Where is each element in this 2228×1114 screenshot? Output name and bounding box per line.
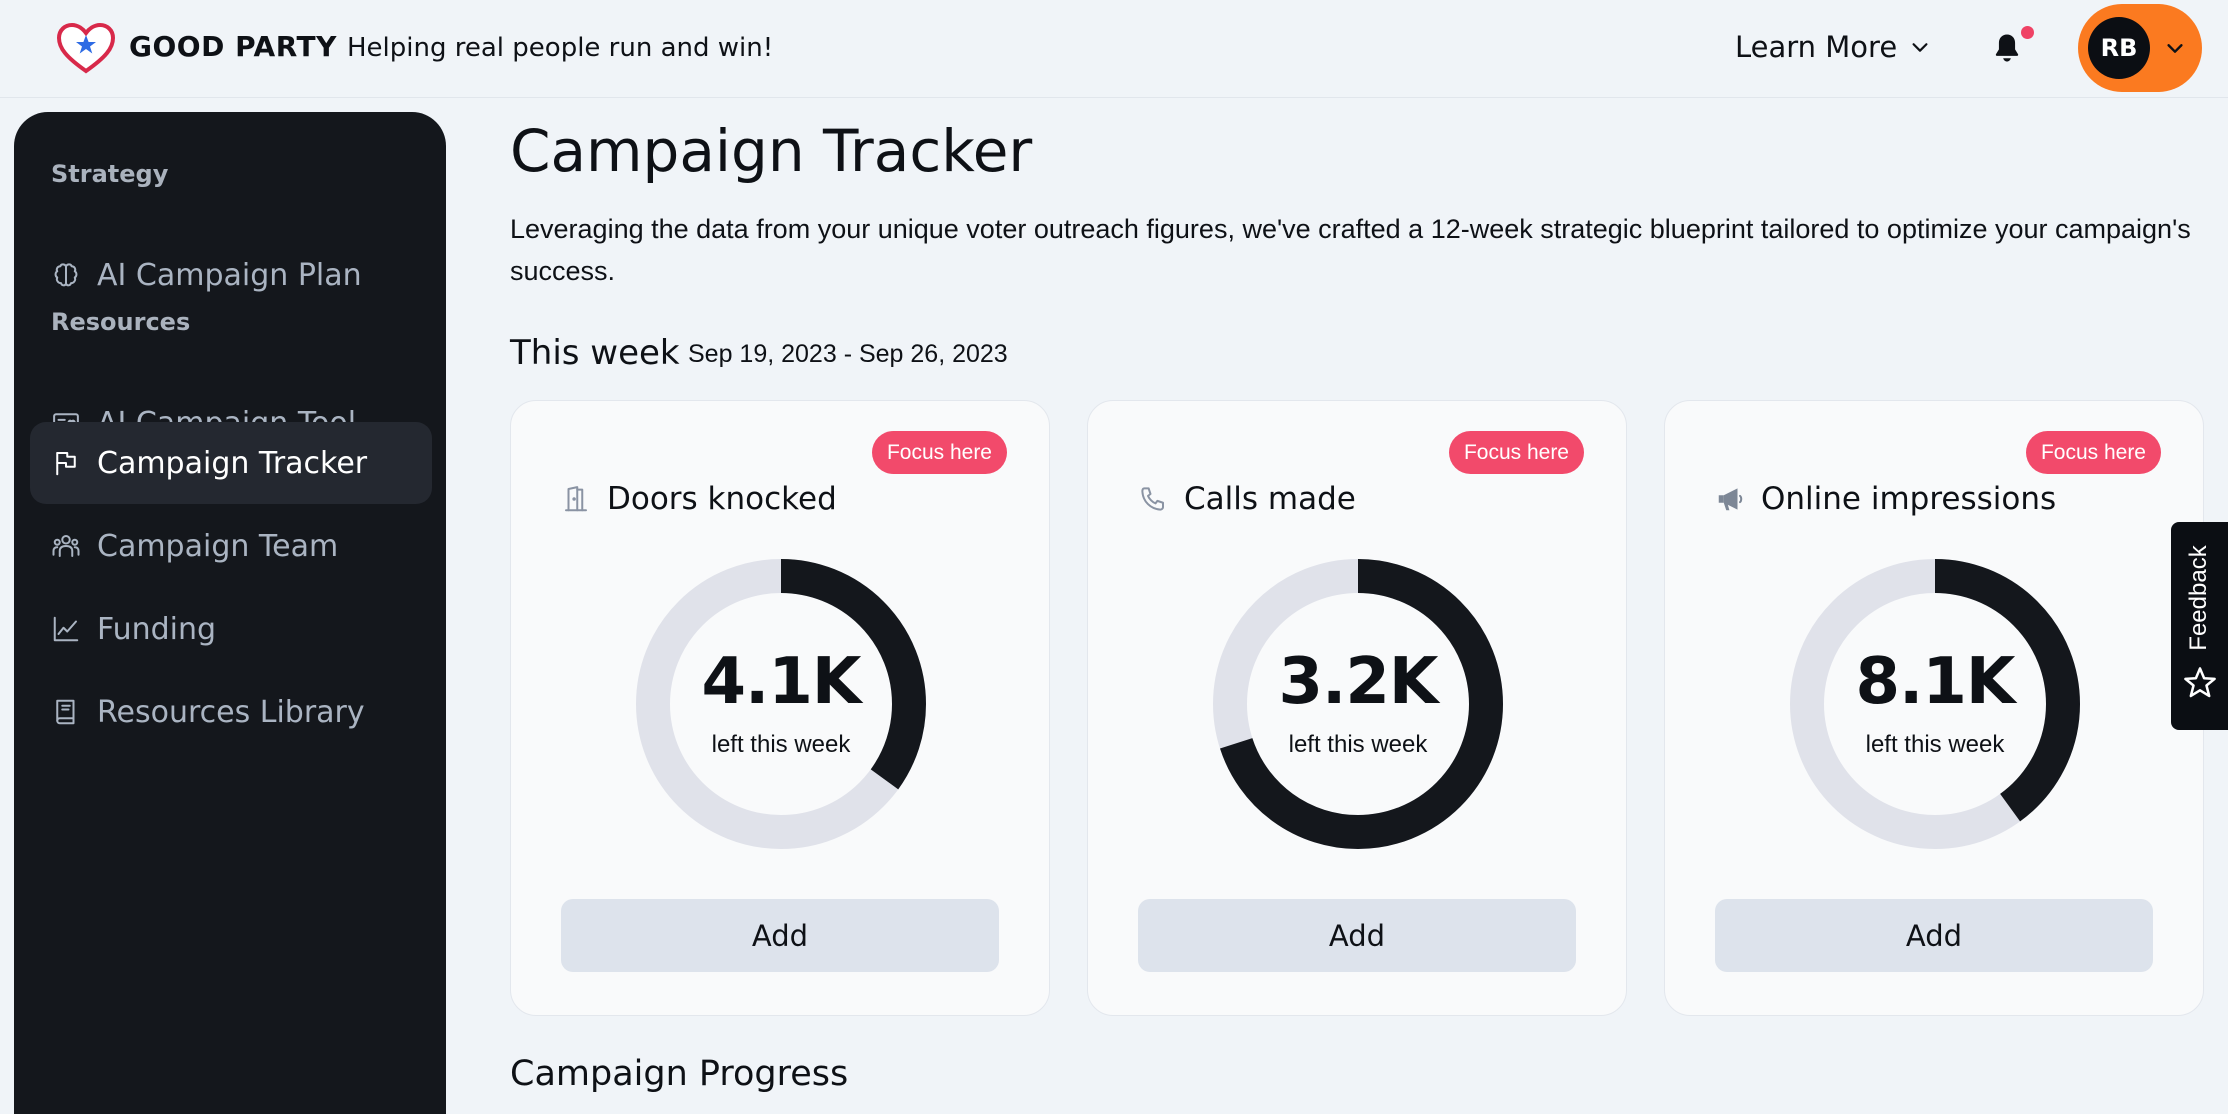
sidebar-item-ai-campaign-plan[interactable]: AI Campaign Plan — [30, 234, 432, 316]
calls-made-card: Focus here Calls made 3.2K left this wee… — [1087, 400, 1627, 1016]
avatar: RB — [2088, 17, 2150, 79]
megaphone-icon — [1718, 488, 1743, 511]
team-icon — [52, 535, 80, 557]
remaining-label: left this week — [1288, 731, 1428, 758]
sidebar-item-resources-library[interactable]: Resources Library — [30, 671, 432, 753]
card-header: Doors knocked — [561, 481, 837, 517]
remaining-value: 3.2K — [1278, 645, 1439, 719]
card-header: Calls made — [1138, 481, 1356, 517]
sidebar-item-label: AI Campaign Plan — [97, 257, 362, 293]
doors-knocked-card: Focus here Doors knocked 4.1K left this … — [510, 400, 1050, 1016]
progress-arc — [636, 559, 926, 849]
sidebar-item-funding[interactable]: Funding — [30, 588, 432, 670]
card-title: Online impressions — [1761, 481, 2057, 517]
chevron-down-icon — [2167, 44, 2183, 53]
feedback-label: Feedback — [2185, 545, 2212, 651]
tagline: Helping real people run and win! — [347, 33, 774, 63]
flag-icon — [56, 452, 76, 476]
sidebar-item-label: Campaign Team — [97, 528, 339, 564]
remaining-label: left this week — [1865, 731, 2005, 758]
user-menu-button[interactable]: RB — [2078, 4, 2202, 92]
add-button[interactable]: Add — [1138, 899, 1576, 972]
card-header: Online impressions — [1715, 481, 2056, 517]
progress-donut — [1213, 559, 1503, 849]
feedback-tab[interactable]: Feedback — [2171, 522, 2228, 730]
phone-icon — [1141, 487, 1164, 511]
book-icon — [56, 699, 75, 725]
notification-bell-icon[interactable] — [1990, 30, 2024, 66]
progress-donut — [636, 559, 926, 849]
remaining-value: 8.1K — [1855, 645, 2016, 719]
chart-line-icon — [53, 616, 79, 642]
progress-donut — [1790, 559, 2080, 849]
campaign-progress-heading: Campaign Progress — [510, 1054, 849, 1094]
remaining-label: left this week — [711, 731, 851, 758]
add-button[interactable]: Add — [1715, 899, 2153, 972]
progress-arc — [1790, 559, 2080, 849]
sidebar-section-strategy: Strategy — [51, 160, 169, 188]
sidebar-item-label: Campaign Tracker — [97, 445, 368, 481]
chevron-down-icon — [1912, 43, 1928, 52]
remaining-value: 4.1K — [701, 645, 862, 719]
learn-more-label: Learn More — [1735, 30, 1898, 64]
card-title: Calls made — [1184, 481, 1356, 517]
learn-more-menu[interactable]: Learn More — [1735, 30, 1931, 64]
notification-dot — [2021, 26, 2034, 39]
week-title: This week — [510, 333, 680, 373]
progress-arc — [1213, 559, 1503, 849]
online-impressions-card: Focus here Online impressions 8.1K left … — [1664, 400, 2204, 1016]
sidebar-item-label: Funding — [97, 611, 217, 647]
good-party-logo[interactable] — [56, 22, 116, 74]
focus-badge: Focus here — [2025, 431, 2161, 474]
card-title: Doors knocked — [607, 481, 837, 517]
sidebar-item-campaign-team[interactable]: Campaign Team — [30, 505, 432, 587]
focus-badge: Focus here — [871, 431, 1007, 474]
sidebar-item-label: Resources Library — [97, 694, 365, 730]
page-title: Campaign Tracker — [510, 117, 1033, 185]
focus-badge: Focus here — [1448, 431, 1584, 474]
brand-name[interactable]: GOOD PARTY — [129, 30, 337, 63]
page-description: Leveraging the data from your unique vot… — [510, 214, 2191, 286]
door-icon — [565, 486, 587, 512]
brain-icon — [54, 263, 78, 287]
star-icon — [2184, 667, 2216, 698]
top-bar: GOOD PARTY Helping real people run and w… — [0, 0, 2228, 98]
add-button[interactable]: Add — [561, 899, 999, 972]
week-date-range: Sep 19, 2023 - Sep 26, 2023 — [688, 340, 1008, 368]
sidebar-item-campaign-tracker[interactable]: Campaign Tracker — [30, 422, 432, 504]
sidebar: Strategy AI Campaign Plan Resources AI C… — [14, 112, 446, 1114]
sidebar-section-resources: Resources — [51, 308, 191, 336]
